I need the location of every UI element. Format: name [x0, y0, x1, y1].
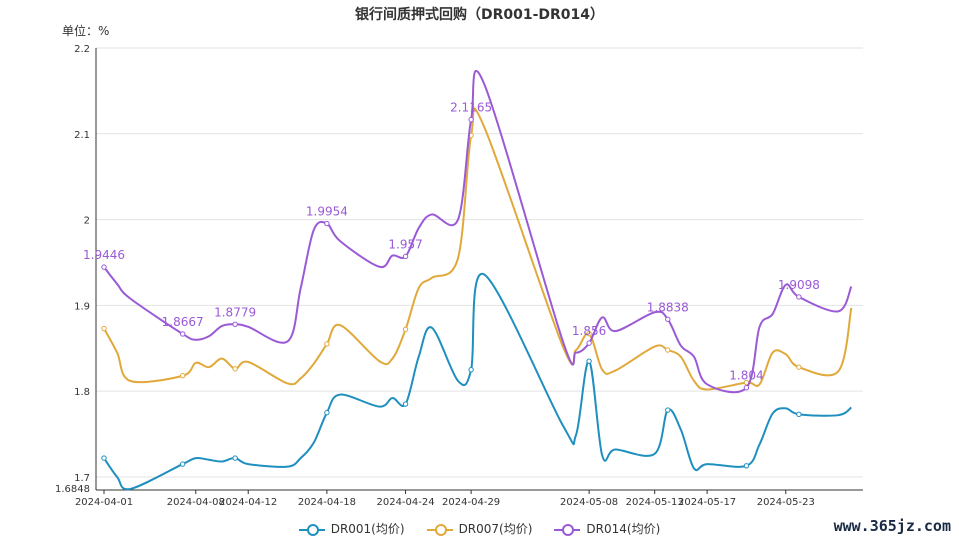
y-tick-label: 2: [84, 216, 90, 227]
y-tick-label: 2.1: [74, 130, 90, 141]
data-point: [586, 340, 592, 346]
y-min-label: 1.6848: [55, 484, 90, 495]
data-label: 2.1165: [450, 101, 492, 115]
data-label: 1.9098: [778, 278, 820, 292]
data-point: [324, 220, 330, 227]
chart-title: 银行间质押式回购（DR001-DR014）: [354, 7, 605, 23]
unit-label: 单位：%: [62, 24, 110, 38]
data-label: 1.957: [388, 237, 422, 251]
x-tick-label: 2024-05-23: [757, 497, 815, 508]
x-tick-label: 2024-05-17: [678, 497, 736, 508]
x-tick-label: 2024-04-18: [298, 497, 356, 508]
x-tick-label: 2024-04-29: [442, 497, 500, 508]
y-tick-label: 2.2: [74, 44, 90, 55]
data-point: [101, 325, 107, 332]
data-label: 1.8779: [214, 305, 256, 319]
data-point: [232, 321, 238, 328]
y-tick-label: 1.8: [74, 387, 90, 398]
legend-item-dr001[interactable]: DR001(均价): [298, 520, 405, 537]
x-tick-label: 2024-04-24: [376, 497, 434, 508]
watermark: www.365jz.com: [833, 517, 951, 535]
legend-swatch-dr007: [426, 523, 453, 536]
x-tick-label: 2024-04-01: [75, 497, 133, 508]
data-point: [324, 409, 330, 416]
series-line-DR007(均价): [103, 107, 853, 391]
data-point: [232, 366, 238, 372]
data-point: [665, 316, 671, 322]
data-point: [402, 253, 409, 260]
data-point: [101, 455, 107, 461]
legend-label-dr001: DR001(均价): [330, 522, 405, 536]
x-tick-label: 2024-04-08: [167, 497, 225, 508]
data-point: [796, 364, 802, 370]
legend-item-dr007[interactable]: DR007(均价): [426, 520, 533, 537]
data-point: [324, 341, 330, 347]
legend-swatch-dr014: [554, 523, 581, 536]
data-point: [179, 331, 186, 337]
data-point: [796, 411, 802, 418]
legend-label-dr007: DR007(均价): [458, 522, 533, 536]
data-point: [101, 264, 107, 270]
data-point: [743, 385, 750, 391]
legend-label-dr014: DR014(均价): [586, 522, 661, 536]
data-point: [743, 463, 750, 469]
data-point: [665, 347, 671, 353]
data-point: [586, 358, 592, 364]
data-point: [665, 407, 671, 413]
x-tick-label: 2024-04-12: [219, 497, 277, 508]
data-label: 1.804: [729, 369, 763, 383]
data-label: 1.8838: [647, 300, 689, 314]
data-point: [402, 401, 409, 407]
legend-item-dr014[interactable]: DR014(均价): [554, 520, 660, 537]
data-point: [796, 294, 802, 300]
legend: DR001(均价) DR007(均价) DR014(均价): [0, 520, 959, 537]
data-label: 1.9446: [83, 248, 125, 262]
data-point: [179, 461, 186, 467]
data-label: 1.8667: [162, 315, 204, 329]
data-label: 1.9954: [306, 205, 348, 219]
y-tick-label: 1.9: [74, 301, 90, 312]
data-point: [232, 455, 238, 461]
data-point: [586, 330, 592, 337]
data-point: [468, 367, 474, 373]
y-tick-label: 1.7: [74, 473, 90, 484]
x-tick-label: 2024-05-08: [560, 497, 618, 508]
data-point: [402, 326, 409, 333]
series-line-DR001(均价): [103, 273, 852, 491]
data-label: 1.856: [572, 324, 606, 338]
data-point: [179, 373, 186, 379]
x-tick-label: 2024-05-13: [626, 497, 684, 508]
data-point: [468, 116, 474, 123]
legend-swatch-dr001: [298, 523, 325, 536]
series-line-DR014(均价): [103, 69, 853, 394]
